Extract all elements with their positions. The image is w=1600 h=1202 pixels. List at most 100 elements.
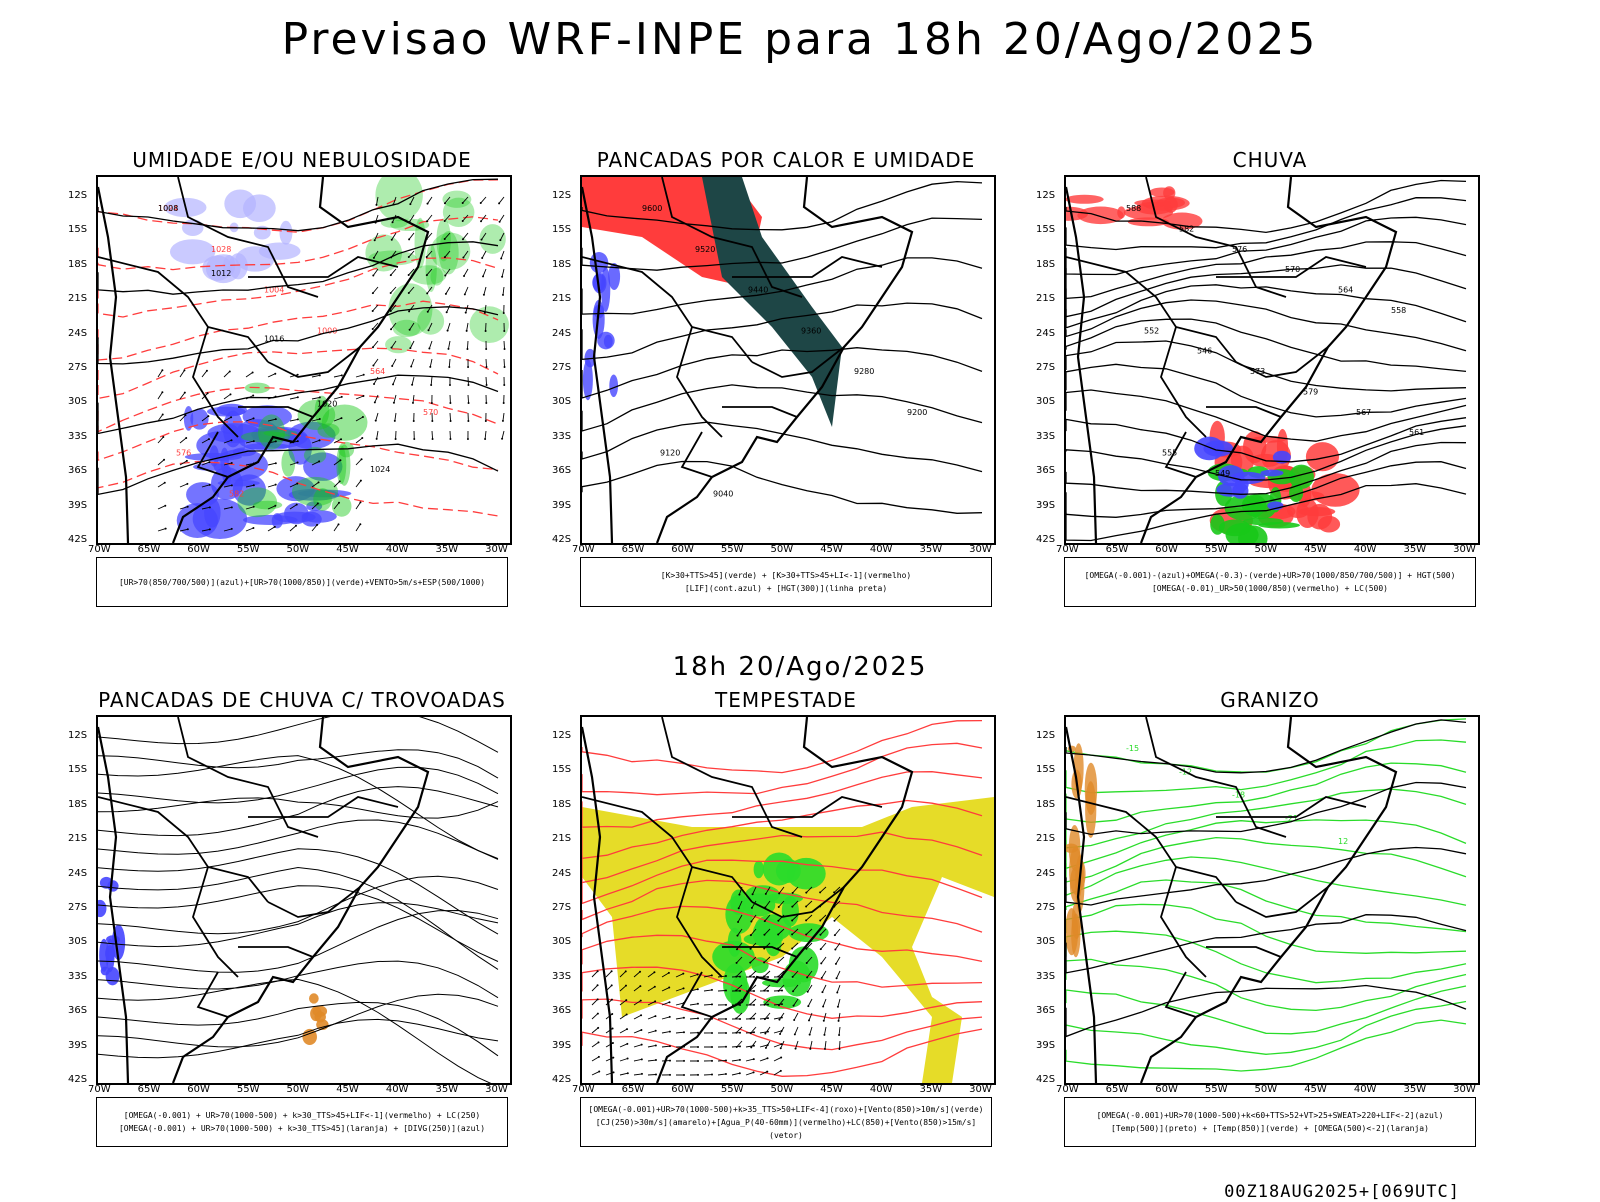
wind-arrow (774, 1044, 781, 1047)
wind-arrow (268, 485, 276, 487)
wind-arrow-head (779, 1033, 781, 1035)
lat-tick-label: 24S (1036, 328, 1055, 339)
lon-tick-label: 30W (485, 1084, 508, 1095)
wind-arrow-head (739, 976, 741, 978)
lat-tick-label: 36S (68, 465, 87, 476)
lat-tick-label: 18S (68, 799, 87, 810)
legend-text: [OMEGA(-0.001) + UR>70(1000-500) + k>30_… (97, 1109, 507, 1122)
wind-arrow (750, 1013, 756, 1019)
lat-tick-label: 39S (68, 500, 87, 511)
wind-arrow-head (391, 239, 393, 241)
wind-arrow-head (835, 963, 837, 965)
wind-arrow-head (231, 484, 233, 486)
wind-arrow (676, 1032, 684, 1033)
wind-arrow-head (359, 523, 361, 525)
wind-arrow-head (392, 204, 394, 206)
lon-tick-label: 50W (287, 544, 310, 555)
wind-arrow-head (391, 347, 393, 349)
wind-arrow-head (503, 384, 505, 386)
wind-arrow (467, 341, 468, 349)
wind-arrow-head (725, 989, 727, 991)
lon-tick-label: 40W (1354, 544, 1377, 555)
wind-arrow-head (821, 991, 823, 993)
wind-arrow-head (780, 1056, 782, 1058)
wind-arrow-head (765, 893, 767, 895)
wind-arrow (246, 373, 253, 377)
wind-arrow-head (791, 947, 793, 949)
lat-tick-label: 42S (1036, 1074, 1055, 1085)
lat-tick-label: 24S (68, 328, 87, 339)
wind-arrow-head (252, 395, 254, 397)
wind-arrow-head (778, 1019, 780, 1021)
lat-tick-label: 15S (68, 764, 87, 775)
wind-arrow (356, 459, 362, 465)
divergence-area-blue (98, 900, 106, 917)
wind-arrow-head (501, 438, 503, 440)
wind-arrow-head (485, 402, 487, 404)
wind-arrow-head (339, 459, 341, 461)
wind-arrow-head (766, 1071, 768, 1073)
lat-tick-label: 21S (68, 293, 87, 304)
wind-arrow-head (764, 1004, 766, 1006)
wind-arrow (634, 1059, 642, 1061)
panel-title-pancadas-de-chuva-c-trovoadas: PANCADAS DE CHUVA C/ TROVOADAS (92, 688, 512, 712)
wind-arrow (448, 341, 450, 349)
wind-arrow (374, 377, 378, 384)
streamline (98, 750, 498, 778)
lon-tick-label: 65W (1106, 1084, 1129, 1095)
wind-arrow-head (408, 292, 410, 294)
wind-arrow-head (164, 505, 166, 507)
wind-arrow-head (725, 975, 727, 977)
lon-tick-label: 50W (771, 544, 794, 555)
wind-arrow-head (393, 402, 395, 404)
wind-arrow-head (392, 221, 394, 223)
wind-arrow (373, 269, 378, 275)
wind-arrow-head (450, 420, 452, 422)
wind-arrow-head (502, 420, 504, 422)
wind-arrow-head (184, 414, 186, 416)
wind-arrow-head (338, 523, 340, 525)
lon-tick-label: 30W (969, 1084, 992, 1095)
wind-arrow (484, 287, 486, 295)
wind-arrow-head (767, 1057, 769, 1059)
wind-arrow-head (253, 440, 255, 442)
wind-arrow (774, 1057, 781, 1061)
lat-tick-label: 39S (552, 1040, 571, 1051)
legend-text: [OMEGA(-0.001)+UR>70(1000-500)+k<60+TTS>… (1065, 1109, 1475, 1122)
lon-tick-label: 70W (572, 544, 595, 555)
rain-area-red (1149, 188, 1174, 197)
lon-tick-label: 55W (721, 1084, 744, 1095)
wind-arrow-head (467, 420, 469, 422)
wind-arrow (464, 269, 468, 276)
wind-arrow-head (735, 976, 737, 978)
wind-arrow-head (764, 920, 766, 922)
wind-arrow-head (807, 991, 809, 993)
wind-arrow-head (750, 1032, 752, 1034)
wind-arrow-head (162, 436, 164, 438)
lat-tick-label: 39S (552, 500, 571, 511)
wind-arrow (334, 375, 342, 377)
wind-arrow-head (683, 1074, 685, 1076)
contour-label: 9120 (660, 449, 680, 458)
wind-arrow (409, 233, 414, 239)
wind-arrow-head (361, 437, 363, 439)
lon-tick-label: 45W (820, 1084, 843, 1095)
contour-label: 1008 (158, 204, 178, 213)
lat-tick-label: 33S (68, 431, 87, 442)
wind-arrow-head (185, 437, 187, 439)
state-border (1161, 327, 1206, 437)
humidity-area-light (229, 253, 248, 279)
lat-tick-label: 33S (552, 971, 571, 982)
lat-tick-label: 27S (552, 902, 571, 913)
lat-tick-label: 18S (552, 259, 571, 270)
lon-tick-label: 35W (919, 544, 942, 555)
wind-arrow-head (809, 1034, 811, 1036)
wind-arrow-head (725, 1073, 727, 1075)
wind-arrow (718, 1060, 726, 1061)
wind-arrow-head (161, 391, 163, 393)
wind-arrow-head (297, 418, 299, 420)
wind-arrow-head (626, 1043, 628, 1045)
wind-arrow-head (711, 989, 713, 991)
wind-arrow-head (625, 985, 627, 987)
